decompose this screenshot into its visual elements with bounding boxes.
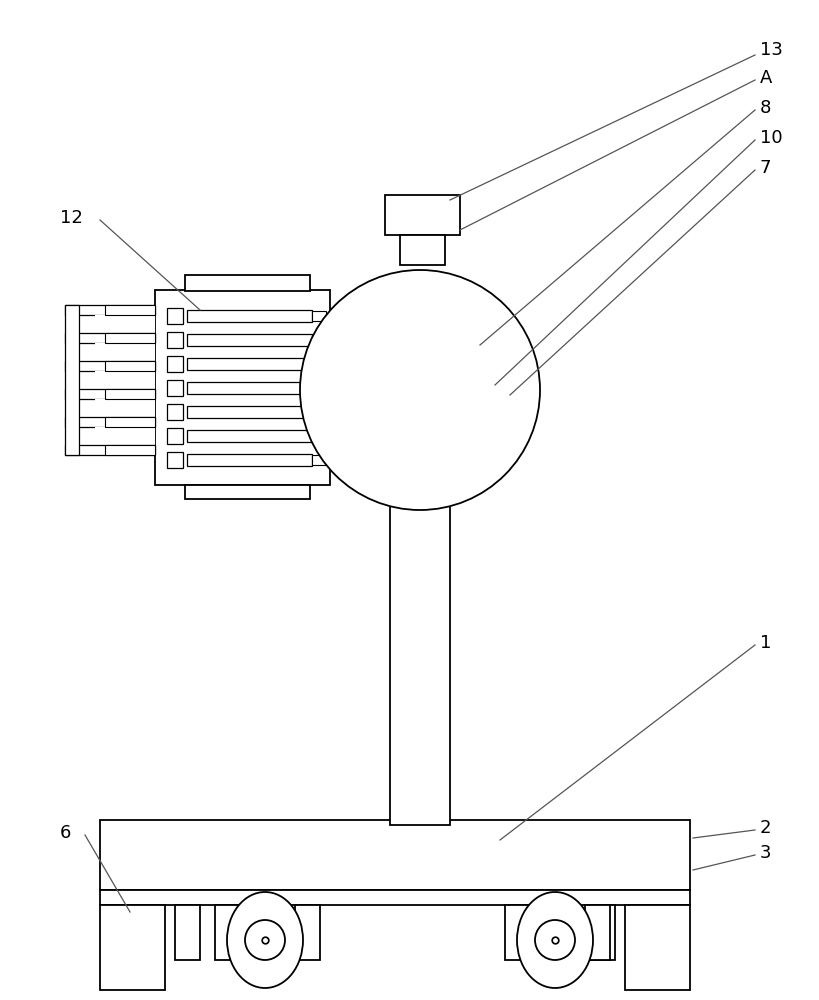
Bar	[484, 360, 513, 425]
Bar	[624, 905, 689, 990]
Bar	[95, 427, 155, 445]
Bar	[400, 235, 445, 265]
Bar	[187, 382, 311, 394]
Bar	[65, 333, 155, 343]
Bar	[100, 905, 165, 990]
Bar	[95, 315, 155, 333]
Text: 10: 10	[759, 129, 781, 147]
Bar	[295, 905, 319, 960]
Bar	[100, 890, 689, 905]
Bar	[155, 290, 329, 485]
Bar	[100, 820, 689, 890]
Ellipse shape	[516, 892, 592, 988]
Bar	[185, 275, 310, 291]
Bar	[167, 308, 183, 324]
Bar	[167, 404, 183, 420]
Bar	[187, 406, 311, 418]
Text: 8: 8	[759, 99, 771, 117]
Circle shape	[534, 920, 574, 960]
Text: 13: 13	[759, 41, 782, 59]
Bar	[390, 480, 450, 825]
Bar	[185, 485, 310, 499]
Bar	[187, 334, 311, 346]
Bar	[167, 452, 183, 468]
Bar	[65, 305, 79, 455]
Bar	[95, 371, 155, 389]
Bar	[505, 905, 529, 960]
Bar	[584, 905, 609, 960]
Circle shape	[245, 920, 285, 960]
Bar	[590, 905, 614, 960]
Bar	[311, 311, 326, 321]
Bar	[65, 445, 155, 455]
Bar	[167, 332, 183, 348]
Bar	[65, 305, 155, 315]
Text: 3: 3	[759, 844, 771, 862]
Bar	[105, 445, 155, 455]
Bar	[174, 905, 200, 960]
Text: 12: 12	[60, 209, 83, 227]
Bar	[385, 195, 459, 235]
Bar	[105, 417, 155, 427]
Bar	[65, 361, 155, 371]
Bar	[65, 417, 155, 427]
Bar	[187, 430, 311, 442]
Bar	[167, 428, 183, 444]
Bar	[215, 905, 240, 960]
Bar	[311, 431, 326, 441]
Bar	[95, 399, 155, 417]
Text: 6: 6	[60, 824, 71, 842]
Bar	[105, 333, 155, 343]
Bar	[311, 335, 326, 345]
Bar	[311, 455, 326, 465]
Ellipse shape	[227, 892, 303, 988]
Bar	[187, 310, 311, 322]
Bar	[340, 340, 484, 450]
Bar	[305, 370, 340, 410]
Bar	[311, 383, 326, 393]
Bar	[65, 389, 155, 399]
Bar	[105, 305, 155, 315]
Text: 1: 1	[759, 634, 771, 652]
Text: 2: 2	[759, 819, 771, 837]
Text: 7: 7	[759, 159, 771, 177]
Bar	[311, 359, 326, 369]
Bar	[95, 343, 155, 361]
Bar	[105, 389, 155, 399]
Bar	[311, 407, 326, 417]
Bar	[187, 358, 311, 370]
Circle shape	[300, 270, 540, 510]
Text: A: A	[759, 69, 771, 87]
Bar	[187, 454, 311, 466]
Bar	[105, 361, 155, 371]
Bar	[167, 380, 183, 396]
Bar	[167, 356, 183, 372]
